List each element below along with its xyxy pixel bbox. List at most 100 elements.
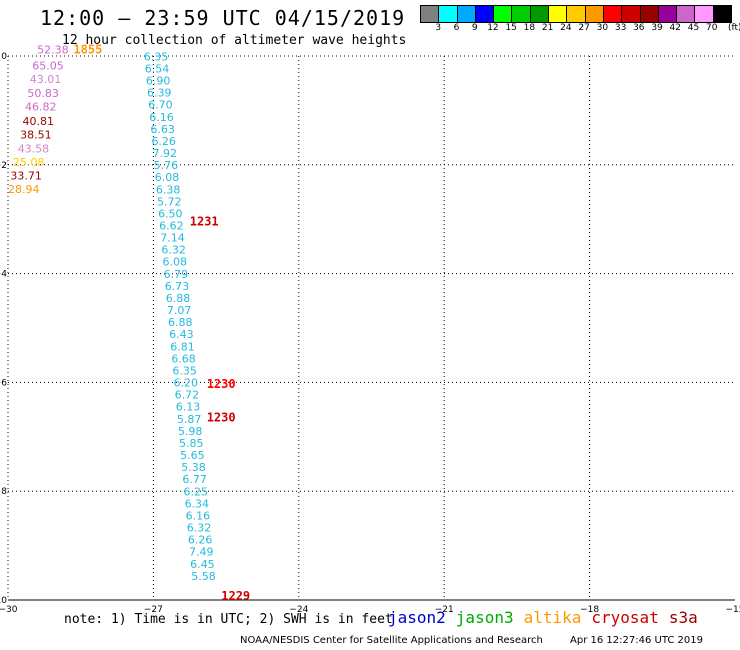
latitude-tick-label: −10 xyxy=(0,596,7,606)
wave-height-label: 6.25 xyxy=(183,485,208,498)
wave-height-label: 6.34 xyxy=(185,497,210,510)
wave-height-label: 7.92 xyxy=(153,147,178,160)
credit-line: NOAA/NESDIS Center for Satellite Applica… xyxy=(240,635,703,646)
color-scale-cell xyxy=(677,6,696,22)
satellite-legend-jason2: jason2 xyxy=(388,608,446,627)
wave-height-label: 6.16 xyxy=(149,111,174,124)
wave-height-label: 6.62 xyxy=(159,219,184,232)
wave-height-label: 5.87 xyxy=(177,413,202,426)
color-scale-cell xyxy=(439,6,458,22)
wave-height-label: 5.85 xyxy=(179,437,204,450)
wave-height-label-edge: 50.83 xyxy=(27,87,58,100)
longitude-tick-label: −27 xyxy=(144,605,163,615)
wave-height-label: 6.39 xyxy=(147,87,172,100)
color-scale-label: 39 xyxy=(651,23,663,33)
wave-height-label-edge: 33.71 xyxy=(10,169,42,182)
color-scale-label: 9 xyxy=(471,23,478,33)
color-scale-label: 27 xyxy=(578,23,590,33)
color-scale-cell xyxy=(713,6,732,22)
credit-text: NOAA/NESDIS Center for Satellite Applica… xyxy=(240,635,543,646)
color-scale-cell xyxy=(640,6,659,22)
wave-height-label: 5.98 xyxy=(178,425,203,438)
wave-height-label: 5.72 xyxy=(157,195,182,208)
wave-height-label: 6.38 xyxy=(156,183,181,196)
pass-time-label: 1229 xyxy=(221,589,250,603)
color-scale-label: 3 xyxy=(435,23,442,33)
wave-height-label: 6.16 xyxy=(186,509,211,522)
color-scale-cell xyxy=(512,6,531,22)
color-scale-cell xyxy=(585,6,604,22)
color-scale-label: 15 xyxy=(505,23,517,33)
wave-height-label: 6.79 xyxy=(164,268,189,281)
wave-height-color-scale xyxy=(420,5,732,23)
wave-height-label: 6.54 xyxy=(145,62,170,75)
map-subtitle: 12 hour collection of altimeter wave hei… xyxy=(62,33,407,48)
credit-timestamp: Apr 16 12:27:46 UTC 2019 xyxy=(570,635,703,646)
wave-height-label: 6.32 xyxy=(187,522,212,535)
wave-height-label-edge: 43.58 xyxy=(18,142,50,155)
wave-height-label: 6.50 xyxy=(158,207,183,220)
wave-height-label: 7.49 xyxy=(189,546,214,559)
color-scale-labels: 3 6 9 12 15 18 21 24 27 30 33 36 39 42 45 70 xyxy=(420,23,732,35)
wave-height-label: 6.20 xyxy=(174,377,199,390)
wave-height-label-edge: 43.01 xyxy=(30,73,61,86)
wave-height-label: 6.73 xyxy=(165,280,190,293)
color-scale-label: 45 xyxy=(687,23,700,33)
wave-height-label: 5.38 xyxy=(181,461,206,474)
color-scale-cell xyxy=(622,6,641,22)
longitude-tick-label: −15 xyxy=(726,605,740,615)
wave-height-label: 6.90 xyxy=(146,75,171,88)
color-scale-label: 6 xyxy=(453,23,460,33)
pass-time-label: 1230 xyxy=(207,411,236,425)
color-scale-cell xyxy=(530,6,550,22)
wave-height-label-edge: 38.51 xyxy=(20,129,52,142)
wave-height-label: 6.88 xyxy=(166,292,191,305)
latitude-tick-label: −2 xyxy=(0,161,7,171)
color-scale-cell xyxy=(695,6,714,22)
latitude-tick-label: −8 xyxy=(0,487,7,497)
wave-height-label: 7.07 xyxy=(167,304,192,317)
color-scale-label: 24 xyxy=(560,23,572,33)
color-scale-cell xyxy=(549,6,568,22)
color-scale-cell xyxy=(567,6,586,22)
wave-height-label: 6.08 xyxy=(162,256,187,269)
wave-height-label: 5.58 xyxy=(191,570,216,583)
color-scale-label: 18 xyxy=(523,23,536,33)
wave-height-label: 6.81 xyxy=(170,340,195,353)
wave-height-label-edge: 25.08 xyxy=(13,156,44,169)
wave-height-label: 6.43 xyxy=(169,328,194,341)
color-scale-cell xyxy=(658,6,678,22)
satellite-legend-jason3: jason3 xyxy=(455,608,514,627)
satellite-legend-s3a: s3a xyxy=(668,608,698,627)
latitude-tick-label: 0 xyxy=(1,52,7,62)
longitude-tick-label: −21 xyxy=(435,605,454,615)
pass-time-label: 1855 xyxy=(73,42,102,56)
color-scale-unit: (ft) xyxy=(728,23,740,33)
map-title: 12:00 — 23:59 UTC 04/15/2019 xyxy=(40,6,406,30)
wave-height-label: 6.26 xyxy=(151,135,176,148)
color-scale-label: 42 xyxy=(669,23,682,33)
color-scale-cell xyxy=(421,6,440,22)
color-scale-cell xyxy=(494,6,513,22)
color-scale-cell xyxy=(457,6,476,22)
longitude-tick-label: −24 xyxy=(289,605,308,615)
wave-height-label: 6.45 xyxy=(190,558,215,571)
color-scale-label: 12 xyxy=(487,23,499,33)
wave-height-label-edge: 65.05 xyxy=(32,60,64,73)
longitude-tick-label: −30 xyxy=(0,605,18,615)
satellite-legend-cryosat: cryosat xyxy=(591,608,659,627)
longitude-tick-label: −18 xyxy=(580,605,599,615)
wave-height-label: 6.13 xyxy=(176,401,201,414)
wave-height-label-edge: 40.81 xyxy=(23,115,55,128)
color-scale-label: 70 xyxy=(706,23,718,33)
pass-time-label: 1231 xyxy=(190,215,219,229)
wave-height-label: 6.32 xyxy=(161,244,186,257)
wave-height-label: 6.77 xyxy=(182,473,207,486)
wave-height-label-edge: 46.82 xyxy=(25,100,57,113)
color-scale-label: 30 xyxy=(596,23,609,33)
satellite-legend-altika: altika xyxy=(523,608,582,627)
wave-height-label: 6.26 xyxy=(188,534,213,547)
color-scale-label: 36 xyxy=(633,23,645,33)
color-scale-label: 33 xyxy=(614,23,627,33)
wave-height-label: 6.68 xyxy=(171,352,196,365)
